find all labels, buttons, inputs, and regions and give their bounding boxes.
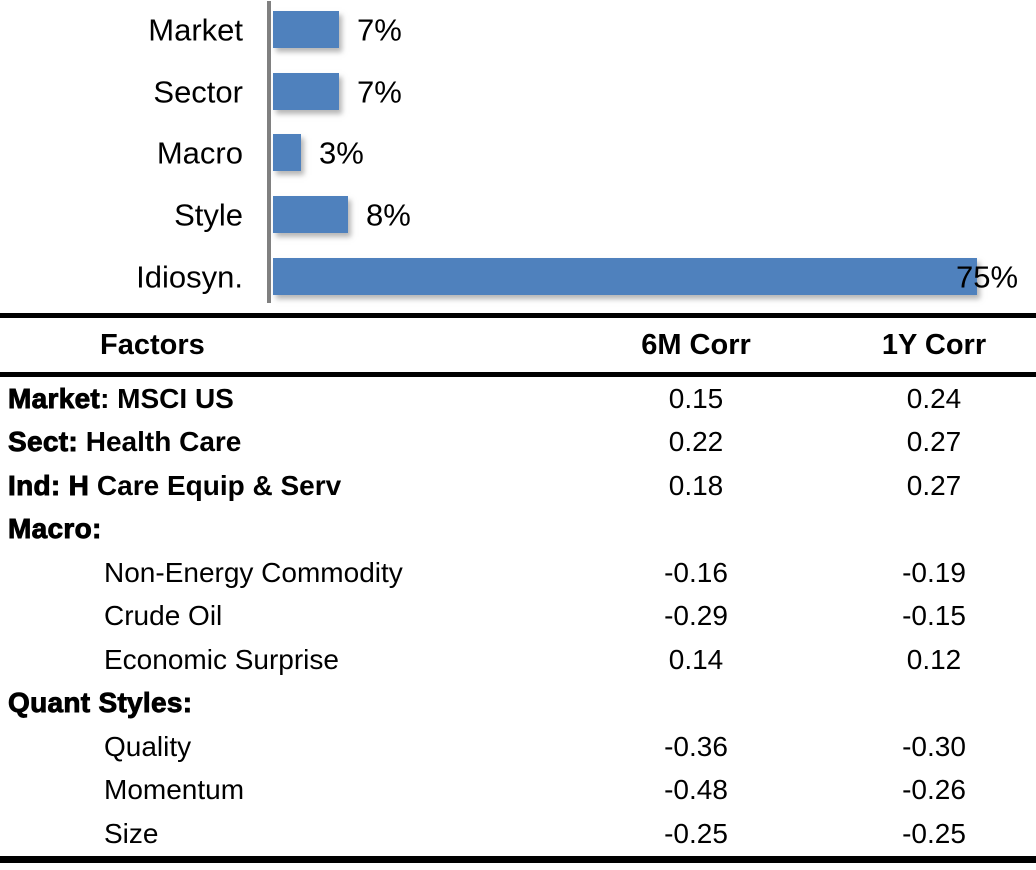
table-row: Quant Styles: bbox=[0, 682, 1036, 726]
factor-text: Non-Energy Commodity bbox=[104, 556, 403, 588]
category-label: Market bbox=[148, 12, 243, 47]
bar-idiosyn bbox=[273, 258, 977, 295]
category-label: Macro bbox=[156, 135, 243, 170]
corr-6m-cell: -0.48 bbox=[664, 774, 728, 806]
factor-cell: Macro: bbox=[0, 513, 560, 545]
factor-text: Sect: bbox=[8, 426, 79, 458]
table-row: Non-Energy Commodity -0.16 -0.19 bbox=[0, 551, 1036, 595]
factor-text: Care Equip & Serv bbox=[89, 469, 342, 501]
bar-sector bbox=[273, 73, 339, 110]
table-row: Size -0.25 -0.25 bbox=[0, 812, 1036, 856]
table-row: Market: MSCI US 0.15 0.24 bbox=[0, 377, 1036, 421]
header-6m-corr: 6M Corr bbox=[641, 328, 751, 361]
corr-1y-cell: -0.25 bbox=[902, 817, 966, 849]
factor-cell: Sect: Health Care bbox=[0, 426, 560, 458]
corr-6m-cell: -0.29 bbox=[664, 600, 728, 632]
table-body: Market: MSCI US 0.15 0.24 Sect: Health Care… bbox=[0, 377, 1036, 856]
table-row: Economic Surprise 0.14 0.12 bbox=[0, 638, 1036, 682]
corr-1y-cell: 0.27 bbox=[906, 469, 962, 501]
factor-cell: Ind: H Care Equip & Serv bbox=[0, 469, 560, 502]
bar-value-label: 7% bbox=[357, 12, 402, 47]
table-row: Crude Oil -0.29 -0.15 bbox=[0, 595, 1036, 639]
factor-cell: Non-Energy Commodity bbox=[0, 557, 560, 589]
bar-style bbox=[273, 196, 348, 233]
factor-text: Macro: bbox=[8, 513, 102, 545]
bar-value-label: 8% bbox=[366, 197, 411, 232]
factor-text: Economic Surprise bbox=[104, 643, 339, 675]
table-row: Sect: Health Care 0.22 0.27 bbox=[0, 421, 1036, 465]
factor-text: Crude Oil bbox=[104, 600, 223, 632]
factor-text: Health Care bbox=[77, 426, 242, 458]
category-label: Sector bbox=[153, 74, 243, 109]
factor-cell: Economic Surprise bbox=[0, 644, 560, 676]
factor-text: Momentum bbox=[104, 774, 245, 806]
header-factors: Factors bbox=[100, 328, 205, 361]
bar-value-label: 7% bbox=[357, 74, 402, 109]
factor-cell: Crude Oil bbox=[0, 600, 560, 632]
corr-6m-cell: -0.25 bbox=[664, 817, 728, 849]
corr-1y-cell: -0.15 bbox=[902, 600, 966, 632]
factor-text: Quant Styles: bbox=[8, 687, 193, 719]
header-1y-corr: 1Y Corr bbox=[881, 328, 987, 361]
factor-cell: Quant Styles: bbox=[0, 687, 560, 719]
table-row: Quality -0.36 -0.30 bbox=[0, 725, 1036, 769]
corr-6m-cell: -0.16 bbox=[664, 556, 728, 588]
factor-text: Ind: H bbox=[8, 469, 90, 501]
table-row: Momentum -0.48 -0.26 bbox=[0, 769, 1036, 813]
bar-macro bbox=[273, 134, 301, 171]
risk-decomposition-bar-chart: Market 7% Sector 7% Macro 3% Style 8% Idiosyn. 75… bbox=[0, 0, 1036, 310]
corr-6m-cell: 0.18 bbox=[668, 469, 724, 501]
y-axis-line bbox=[267, 1, 271, 303]
corr-1y-cell: -0.26 bbox=[902, 774, 966, 806]
category-label: Idiosyn. bbox=[136, 259, 243, 294]
corr-1y-cell: -0.30 bbox=[902, 730, 966, 762]
corr-1y-cell: 0.27 bbox=[906, 426, 962, 458]
factor-text: Size bbox=[104, 817, 159, 849]
factor-text: : MSCI US bbox=[100, 382, 234, 414]
corr-6m-cell: -0.36 bbox=[664, 730, 728, 762]
table-row: Ind: H Care Equip & Serv 0.18 0.27 bbox=[0, 464, 1036, 508]
bar-market bbox=[273, 11, 339, 48]
table-row: Macro: bbox=[0, 508, 1036, 552]
corr-1y-cell: 0.12 bbox=[906, 643, 962, 675]
corr-1y-cell: -0.19 bbox=[902, 556, 966, 588]
corr-6m-cell: 0.14 bbox=[668, 643, 724, 675]
factor-cell: Quality bbox=[0, 731, 560, 763]
factor-cell: Size bbox=[0, 818, 560, 850]
factor-text: Market bbox=[8, 382, 101, 414]
category-label: Style bbox=[174, 197, 243, 232]
factor-cell: Market: MSCI US bbox=[0, 382, 560, 415]
bar-value-label: 75% bbox=[956, 259, 1019, 294]
corr-6m-cell: 0.15 bbox=[668, 382, 724, 414]
table-header-row: Factors 6M Corr 1Y Corr bbox=[0, 318, 1036, 377]
corr-1y-cell: 0.24 bbox=[906, 382, 962, 414]
corr-6m-cell: 0.22 bbox=[668, 426, 724, 458]
factor-text: Quality bbox=[104, 730, 192, 762]
bar-value-label: 3% bbox=[319, 135, 364, 170]
factor-correlation-table: Factors 6M Corr 1Y Corr Market: MSCI US 0… bbox=[0, 313, 1036, 863]
factor-cell: Momentum bbox=[0, 774, 560, 806]
